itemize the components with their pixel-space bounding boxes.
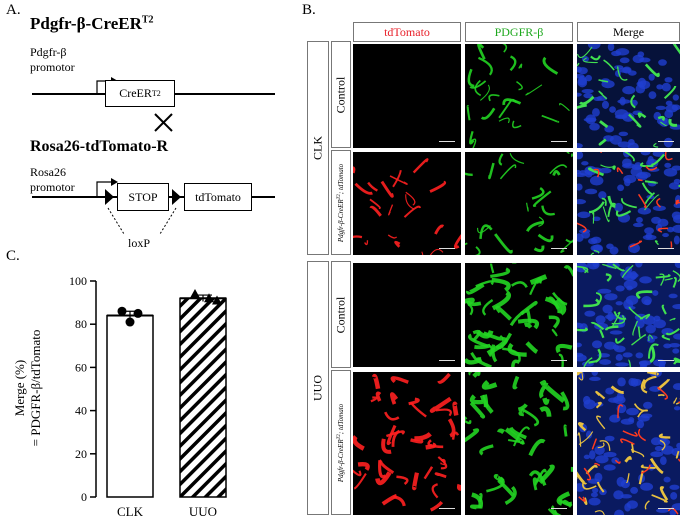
- promoter2-arrow: [96, 181, 111, 197]
- y-tick-label: 0: [81, 490, 87, 504]
- y-tick-label: 40: [75, 404, 87, 418]
- micrograph-tile: [577, 44, 680, 148]
- scale-bar: [551, 140, 567, 142]
- scale-bar: [551, 359, 567, 361]
- y-tick-label: 60: [75, 360, 87, 374]
- promoter1-label-line2: promotor: [30, 60, 75, 74]
- data-point: [212, 295, 222, 305]
- column-header-merge: Merge: [577, 22, 680, 42]
- promoter2-arrowhead: [111, 178, 118, 186]
- row-label-clk-transgenic-text: Pdgfr-β-CreERT2; tdTomato: [336, 163, 346, 242]
- column-header-merge-text: Merge: [612, 24, 645, 39]
- cross-line-2: [154, 113, 173, 132]
- micrograph-tile: [577, 372, 680, 515]
- micrograph-tile: [353, 44, 461, 148]
- micrograph-tile: [353, 372, 461, 515]
- scale-bar: [551, 247, 567, 249]
- column-header-pdgfrb: PDGFR-β: [465, 22, 573, 42]
- scale-bar: [658, 140, 674, 142]
- panel-a-label: A.: [6, 2, 21, 18]
- row-label-clk-control: Control: [331, 41, 351, 148]
- column-header-tdtomato: tdTomato: [353, 22, 461, 42]
- loxp-site-2: [172, 189, 181, 205]
- bar: [179, 297, 227, 498]
- row-label-uuo-control: Control: [331, 261, 351, 368]
- scale-bar: [658, 359, 674, 361]
- x-tick-label: UUO: [189, 504, 217, 519]
- micrograph-tile: [353, 263, 461, 367]
- loxp-pointer-2: [159, 207, 177, 235]
- data-point: [125, 317, 135, 327]
- row-label-clk-control-text: Control: [333, 76, 348, 113]
- row-label-uuo-control-text: Control: [333, 296, 348, 333]
- scale-bar: [658, 507, 674, 509]
- promoter2-label-line1: Rosa26: [30, 165, 66, 179]
- micrograph-tile: [465, 152, 573, 255]
- micrograph-tile: [465, 372, 573, 515]
- micrograph-tile: [465, 44, 573, 148]
- row-label-clk-transgenic: Pdgfr-β-CreERT2; tdTomato: [331, 150, 351, 255]
- scale-bar: [439, 140, 455, 142]
- micrograph-tile: [465, 263, 573, 367]
- micrograph-tile: [353, 152, 461, 255]
- promoter2-label-line2: promotor: [30, 180, 75, 194]
- data-point: [133, 308, 143, 318]
- data-point: [117, 306, 127, 316]
- construct1-title: Pdgfr-β-CreERT2: [30, 14, 154, 33]
- loxp-pointer-1: [107, 207, 125, 235]
- group-label-uuo: UUO: [307, 261, 329, 515]
- loxp-site-1: [105, 189, 114, 205]
- scale-bar: [439, 359, 455, 361]
- scale-bar: [439, 247, 455, 249]
- tdtomato-box: tdTomato: [184, 183, 252, 211]
- scale-bar: [439, 507, 455, 509]
- scale-bar: [551, 507, 567, 509]
- column-header-pdgfrb-text: PDGFR-β: [494, 24, 544, 39]
- row-label-uuo-transgenic: Pdgfr-β-CreERT2; tdTomato: [331, 370, 351, 515]
- panel-b-label: B.: [302, 2, 316, 18]
- y-tick-label: 20: [75, 447, 87, 461]
- bar-chart: 0 20 40 60 80 100 CLK UUO: [69, 274, 227, 519]
- x-tick-label: CLK: [117, 504, 144, 519]
- data-point: [190, 288, 200, 298]
- y-tick-label: 100: [69, 274, 87, 288]
- row-label-uuo-transgenic-text: Pdgfr-β-CreERT2; tdTomato: [336, 403, 346, 482]
- scale-bar: [658, 247, 674, 249]
- cre-box: CreER T2: [105, 80, 175, 107]
- construct2-title: Rosa26-tdTomato-R: [30, 138, 169, 155]
- loxp-label: loxP: [128, 236, 151, 250]
- promoter1-label-line1: Pdgfr-β: [30, 45, 67, 59]
- micrograph-tile: [577, 152, 680, 255]
- group-label-clk-text: CLK: [310, 136, 325, 160]
- column-header-tdtomato-text: tdTomato: [384, 24, 430, 39]
- bar: [106, 314, 154, 498]
- y-tick-label: 80: [75, 317, 87, 331]
- group-label-uuo-text: UUO: [310, 375, 325, 401]
- panel-c-label: C.: [6, 248, 20, 264]
- stop-box: STOP: [117, 183, 169, 211]
- data-point: [204, 293, 214, 303]
- micrograph-tile: [577, 263, 680, 367]
- group-label-clk: CLK: [307, 41, 329, 255]
